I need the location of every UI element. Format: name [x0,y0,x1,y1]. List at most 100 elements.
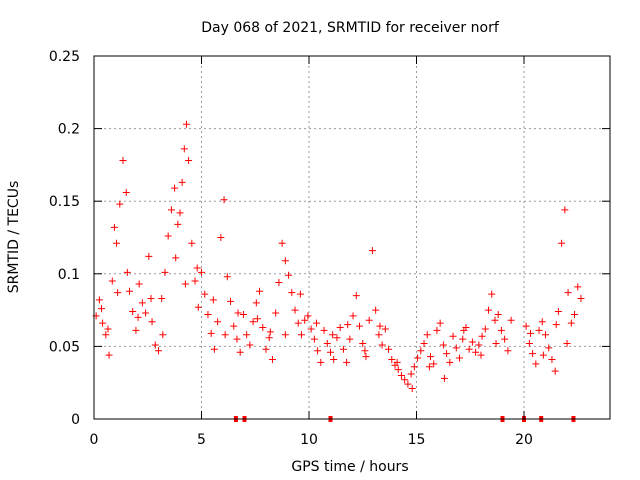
data-point-plus [433,326,441,334]
data-point-plus [542,331,549,339]
data-point-plus [223,273,231,281]
y-tick-label: 0.2 [58,122,80,138]
data-point-plus [158,294,166,302]
data-point-plus [167,206,175,214]
data-point-plus [210,345,218,353]
data-point-plus [564,289,572,297]
data-point-plus [571,310,579,318]
data-point-plus [425,363,433,371]
chart-title: Day 068 of 2021, SRMTID for receiver nor… [201,20,500,36]
data-point-plus [198,268,205,276]
data-point-plus [246,341,254,349]
data-point-plus [440,374,448,382]
data-point-plus [253,315,261,323]
data-point-plus [333,334,341,342]
data-point-plus [452,344,460,352]
data-point-plus [501,335,509,343]
data-point-plus [393,358,401,366]
data-point-plus [204,310,212,318]
data-point-plus [147,294,155,302]
data-point-plus [475,341,483,349]
data-point-plus [288,289,296,297]
data-point-plus [174,220,182,228]
data-point-plus [95,296,103,304]
data-point-plus [230,322,238,330]
data-point-plus [468,338,476,346]
data-point-plus [135,280,143,288]
data-point-plus [172,254,180,262]
data-point-plus [151,341,159,349]
data-point-plus [234,309,242,317]
data-point-plus [272,309,280,317]
data-point-plus [465,345,473,353]
data-point-plus [417,347,425,355]
data-point-plus [307,325,315,333]
data-point-plus [262,345,270,353]
data-point-plus [104,325,112,333]
data-point-plus [268,355,276,363]
data-point-plus [404,380,412,388]
data-point-plus [221,331,229,339]
data-point-plus [372,306,380,314]
data-point-plus [294,319,302,327]
data-point-plus [142,309,150,317]
data-point-plus [171,184,179,192]
data-point-plus [494,310,502,318]
data-point-plus [485,306,493,314]
data-point-plus [266,328,274,336]
data-point-plus [327,348,334,356]
data-point-plus [339,345,347,353]
data-point-plus [256,287,264,295]
data-point-plus [134,313,142,321]
data-point-plus [214,318,222,326]
data-point-plus [478,332,486,340]
data-point-plus [407,370,415,378]
y-tick-label: 0 [71,412,80,428]
data-point-plus [265,334,273,342]
y-tick-label: 0.25 [49,49,80,65]
data-point-plus [108,277,116,285]
data-point-plus [119,157,127,165]
data-point-plus [329,331,337,339]
data-point-plus [408,385,416,393]
x-tick-label: 0 [90,432,99,448]
y-axis-label: SRMTID / TECUs [6,181,22,294]
x-tick-label: 10 [300,432,318,448]
data-point-plus [330,355,338,363]
plot-frame [93,55,611,420]
data-point-plus [535,326,543,334]
data-point-plus [301,316,309,324]
data-point-plus [525,339,533,347]
data-point-plus [132,326,140,334]
data-point-plus [110,223,118,231]
data-point-plus [236,348,244,356]
data-point-plus [529,350,537,358]
data-point-plus [182,120,190,128]
data-point-plus [207,329,215,337]
data-point-plus [181,280,189,288]
x-axis-label: GPS time / hours [291,459,408,475]
data-point-plus [446,358,454,366]
data-point-plus [388,355,396,363]
data-point-plus [344,321,352,329]
data-point-plus [359,339,367,347]
data-point-plus [551,367,559,375]
x-tick-label: 5 [197,432,206,448]
data-point-plus [259,324,267,332]
data-point-plus [394,366,402,374]
data-point-plus [376,322,384,330]
data-point-plus [113,239,121,247]
data-point-plus [414,354,422,362]
data-point-plus [426,353,434,361]
x-tick-label: 15 [408,432,426,448]
data-point-plus [361,347,369,355]
data-point-plus [574,283,582,291]
data-point-plus [522,322,530,330]
data-point-plus [397,371,405,379]
data-point-plus [561,206,569,214]
data-point-plus [291,306,299,314]
data-point-plus [281,331,289,339]
data-point-plus [145,252,153,260]
data-point-plus [217,234,225,241]
data-point-plus [313,319,321,327]
